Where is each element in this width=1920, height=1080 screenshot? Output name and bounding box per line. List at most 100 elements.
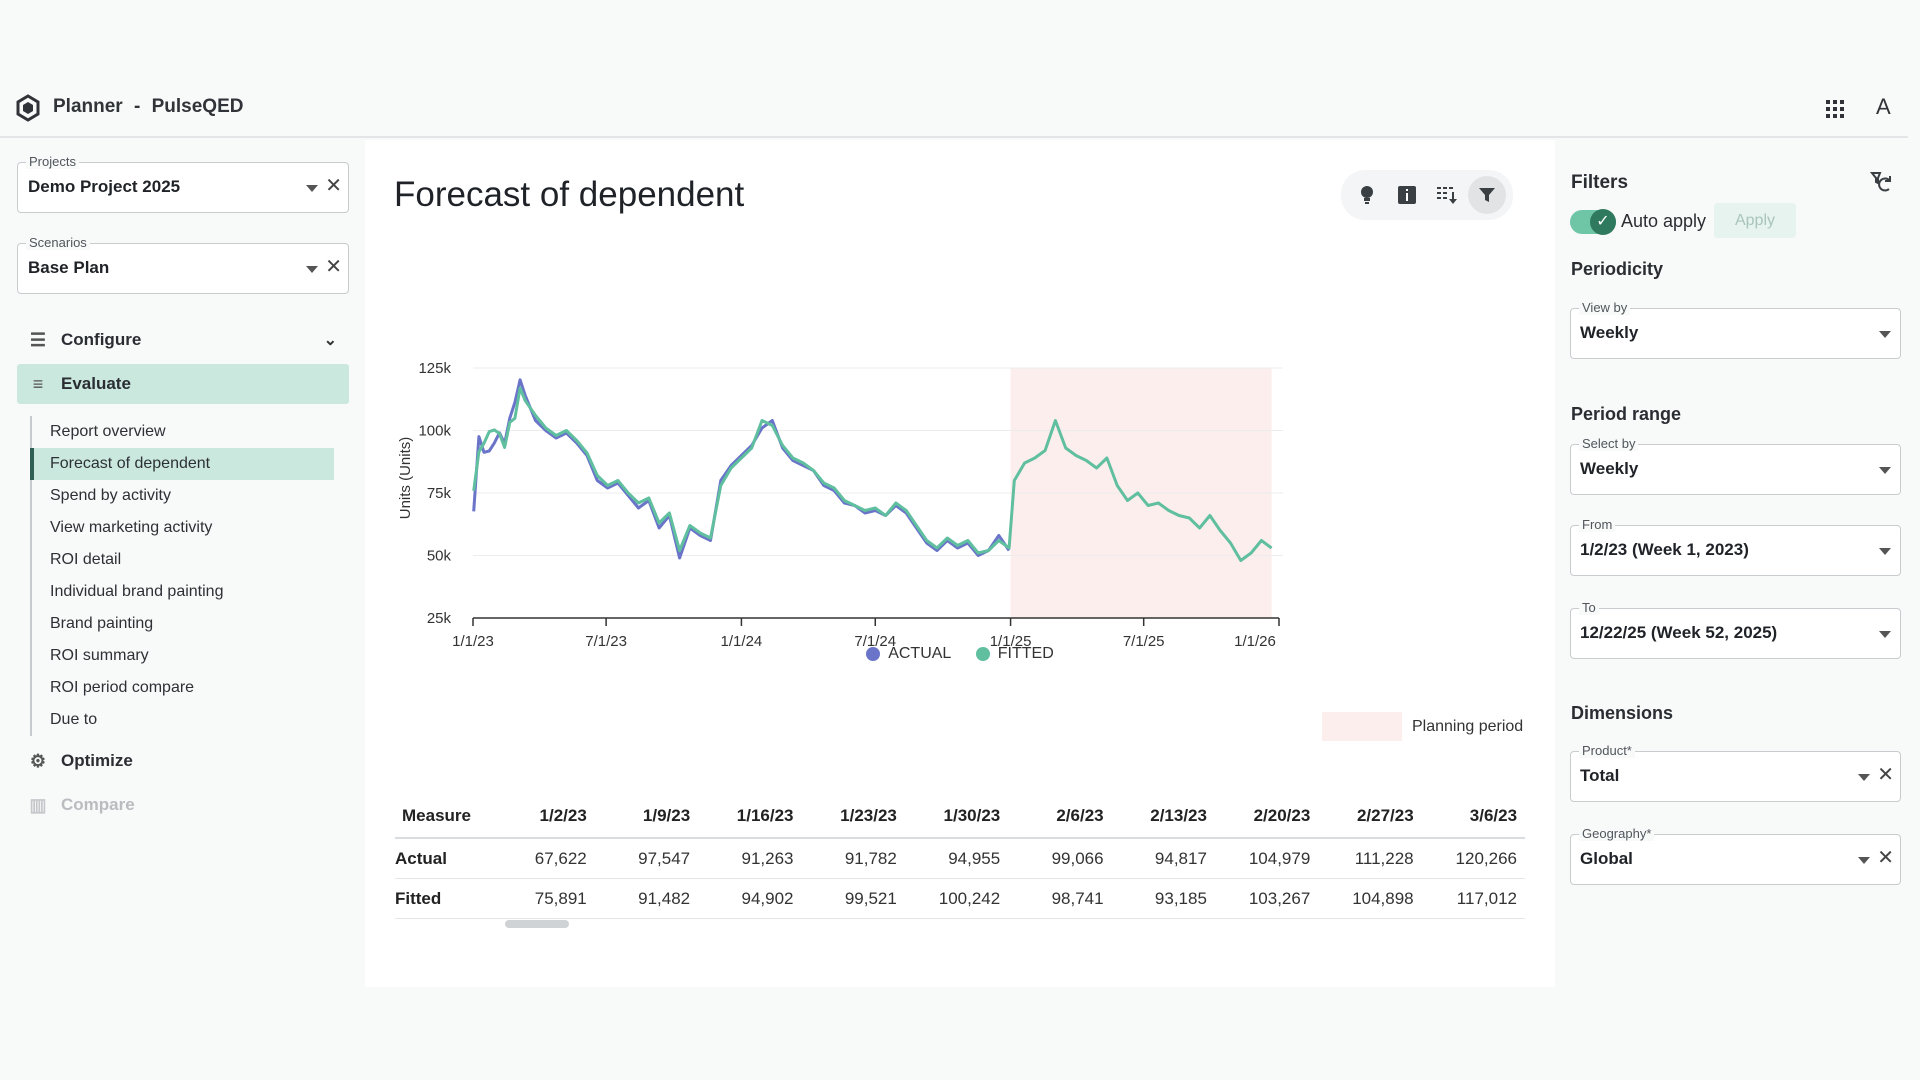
y-tick-label: 125k: [418, 360, 451, 377]
table-header-row: Measure 1/2/23 1/9/23 1/16/23 1/23/23 1/…: [395, 795, 1525, 839]
subnav-item[interactable]: Brand painting: [50, 615, 154, 632]
legend-actual-dot: [866, 647, 881, 661]
y-tick-label: 25k: [427, 610, 452, 627]
auto-apply-toggle[interactable]: ✓: [1570, 209, 1616, 235]
chart-gridlines: [473, 367, 1283, 556]
to-label: To: [1579, 600, 1599, 615]
table-cell: 93,185: [1154, 888, 1207, 908]
user-avatar[interactable]: A: [1876, 94, 1891, 119]
planning-period-swatch: [1322, 712, 1402, 741]
chart-toolbar: [1341, 170, 1513, 220]
table-cell: 91,263: [741, 848, 794, 868]
chevron-down-icon[interactable]: [1879, 467, 1891, 474]
select-by-select[interactable]: Select by Weekly: [1570, 436, 1901, 495]
table-cell: 94,817: [1154, 848, 1207, 868]
page-title: Forecast of dependent: [394, 175, 745, 214]
clear-icon[interactable]: ✕: [325, 256, 342, 278]
subnav-item[interactable]: ROI summary: [50, 647, 149, 664]
chevron-down-icon: ⌄: [323, 332, 337, 349]
table-cell: 99,521: [844, 888, 897, 908]
chevron-down-icon[interactable]: [1858, 857, 1870, 864]
clear-icon[interactable]: ✕: [1877, 764, 1894, 786]
lightbulb-icon[interactable]: [1348, 176, 1386, 214]
to-value: 12/22/25 (Week 52, 2025): [1580, 623, 1778, 642]
table-header-cell[interactable]: 1/23/23: [840, 806, 897, 825]
from-value: 1/2/23 (Week 1, 2023): [1580, 540, 1749, 559]
table-horizontal-scrollbar[interactable]: [505, 920, 569, 928]
projects-value: Demo Project 2025: [28, 177, 181, 196]
subnav-item[interactable]: ROI detail: [50, 551, 122, 568]
table-header-cell[interactable]: 1/16/23: [736, 806, 794, 825]
table-cell: 104,979: [1248, 848, 1311, 868]
scenarios-select[interactable]: Scenarios Base Plan ✕: [17, 235, 349, 294]
table-row: Fitted 75,891 91,482 94,902 99,521 100,2…: [395, 879, 1525, 919]
nav-optimize-label: Optimize: [61, 751, 133, 770]
table-header-cell[interactable]: 2/20/23: [1253, 806, 1311, 825]
filter-icon[interactable]: [1468, 176, 1506, 214]
product-value: Total: [1580, 766, 1620, 785]
sliders-icon: ☰: [29, 329, 47, 350]
geography-select[interactable]: Geography* Global ✕: [1570, 826, 1901, 885]
table-header-cell[interactable]: 2/6/23: [1056, 806, 1104, 825]
apps-grid-icon[interactable]: [1824, 98, 1846, 120]
nav-evaluate[interactable]: ≡ Evaluate: [17, 364, 349, 404]
nav-optimize[interactable]: ⚙ Optimize: [17, 741, 349, 781]
chevron-down-icon[interactable]: [306, 185, 318, 192]
table-header-cell[interactable]: 1/30/23: [943, 806, 1001, 825]
series-actual-line: [472, 378, 1011, 560]
chevron-down-icon[interactable]: [1879, 331, 1891, 338]
clear-icon[interactable]: ✕: [325, 175, 342, 197]
subnav-item[interactable]: Spend by activity: [50, 487, 171, 504]
apply-button[interactable]: Apply: [1714, 203, 1796, 238]
legend-fitted[interactable]: FITTED: [975, 645, 1054, 663]
subnav-item[interactable]: ROI period compare: [50, 679, 195, 696]
table-header-cell[interactable]: 2/13/23: [1150, 806, 1207, 825]
optimize-icon: ⚙: [29, 750, 47, 771]
nav-configure[interactable]: ☰ Configure ⌄: [17, 320, 349, 360]
subnav-item[interactable]: Individual brand painting: [50, 583, 224, 600]
table-header-cell[interactable]: 1/2/23: [539, 806, 587, 825]
period-range-heading: Period range: [1571, 404, 1682, 424]
x-tick-label: 1/1/25: [990, 633, 1032, 650]
subnav-item-active[interactable]: Forecast of dependent: [30, 448, 334, 480]
table-cell: 94,955: [948, 848, 1001, 868]
subnav-item[interactable]: View marketing activity: [50, 519, 213, 536]
legend-actual[interactable]: ACTUAL: [866, 645, 951, 663]
reset-filters-icon[interactable]: [1869, 170, 1895, 196]
scenarios-label: Scenarios: [26, 235, 90, 250]
table-header-cell[interactable]: 3/6/23: [1469, 806, 1518, 825]
title-separator: -: [133, 96, 141, 117]
chevron-down-icon[interactable]: [1858, 774, 1870, 781]
y-tick-label: 75k: [427, 485, 452, 502]
chevron-down-icon[interactable]: [1879, 548, 1891, 555]
subnav-item[interactable]: Report overview: [50, 423, 166, 440]
projects-select[interactable]: Projects Demo Project 2025 ✕: [17, 154, 349, 213]
y-tick-label: 50k: [427, 548, 452, 565]
to-select[interactable]: To 12/22/25 (Week 52, 2025): [1570, 600, 1901, 659]
y-axis-label: Units (Units): [397, 437, 414, 520]
subnav-item[interactable]: Due to: [50, 711, 98, 728]
y-tick-label: 100k: [418, 423, 451, 440]
column-download-icon[interactable]: [1428, 176, 1466, 214]
clear-icon[interactable]: ✕: [1877, 847, 1894, 869]
app-title: Planner - PulseQED: [53, 96, 243, 118]
legend-actual-label: ACTUAL: [888, 645, 952, 662]
table-cell: 117,012: [1456, 888, 1517, 908]
app-name: Planner: [53, 96, 123, 117]
x-tick-label: 1/1/23: [452, 633, 494, 650]
dimensions-heading: Dimensions: [1571, 703, 1674, 723]
x-tick-label: 1/1/26: [1234, 633, 1276, 650]
scenarios-value: Base Plan: [28, 258, 110, 277]
periodicity-heading: Periodicity: [1571, 259, 1664, 279]
chevron-down-icon[interactable]: [1879, 631, 1891, 638]
product-select[interactable]: Product* Total ✕: [1570, 743, 1901, 802]
view-by-select[interactable]: View by Weekly: [1570, 300, 1901, 359]
from-select[interactable]: From 1/2/23 (Week 1, 2023): [1570, 517, 1901, 576]
evaluate-subnav: Report overview Forecast of dependent Sp…: [30, 416, 334, 736]
table-header-cell[interactable]: 2/27/23: [1356, 806, 1414, 825]
table-cell: 75,891: [534, 888, 587, 908]
select-by-value: Weekly: [1580, 459, 1639, 478]
chevron-down-icon[interactable]: [306, 266, 318, 273]
info-icon[interactable]: [1388, 176, 1426, 214]
table-header-cell[interactable]: 1/9/23: [642, 806, 691, 825]
